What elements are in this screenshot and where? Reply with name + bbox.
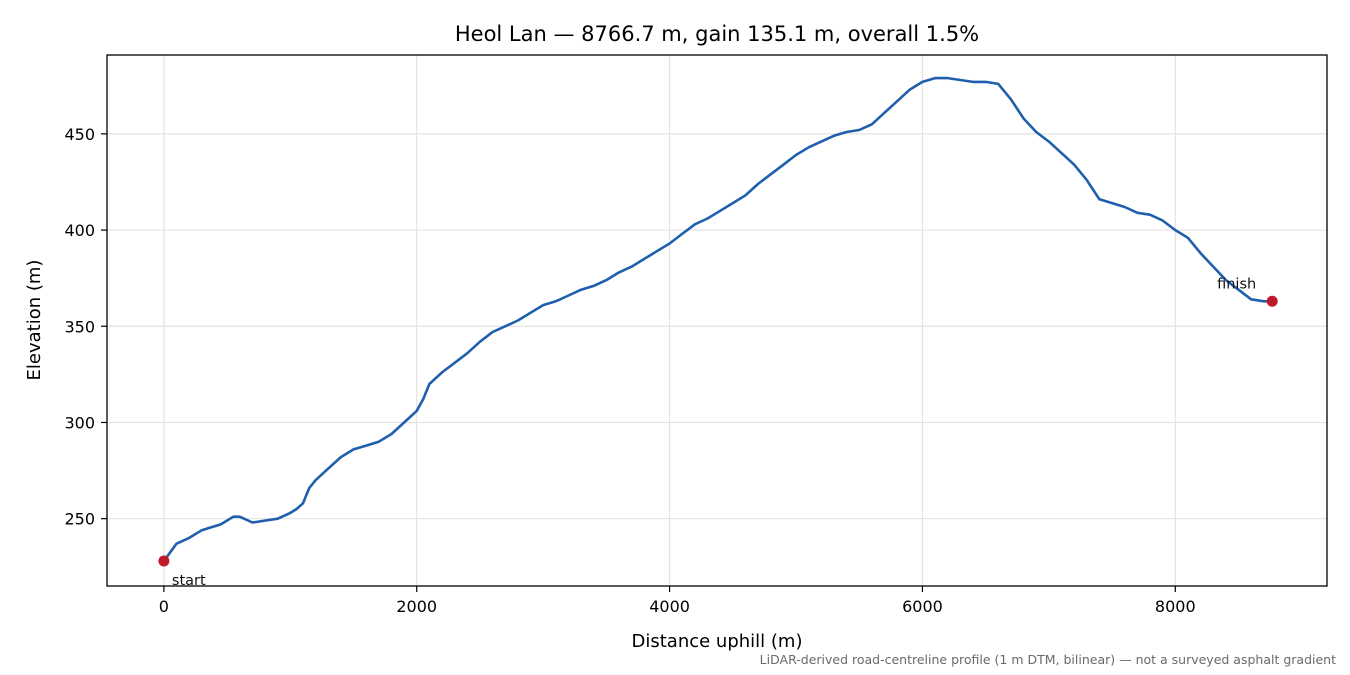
y-tick-label: 300	[64, 413, 95, 432]
start-annotation: start	[172, 573, 206, 589]
x-axis-label: Distance uphill (m)	[632, 631, 803, 652]
grid-lines	[107, 55, 1327, 586]
x-tick-label: 0	[159, 597, 169, 616]
y-tick-label: 350	[64, 317, 95, 336]
elevation-profile-line	[162, 76, 1274, 563]
y-axis-label: Elevation (m)	[24, 260, 45, 381]
x-tick-label: 2000	[396, 597, 437, 616]
chart-title: Heol Lan — 8766.7 m, gain 135.1 m, overa…	[455, 22, 979, 46]
y-axis-ticks: 250 300 350 400 450	[64, 125, 107, 529]
start-marker	[158, 555, 170, 567]
x-tick-label: 6000	[902, 597, 943, 616]
footnote: LiDAR-derived road-centreline profile (1…	[760, 652, 1336, 667]
plot-frame	[106, 54, 1328, 587]
y-tick-label: 450	[64, 125, 95, 144]
finish-marker	[1266, 295, 1278, 307]
y-tick-label: 400	[64, 221, 95, 240]
x-tick-label: 4000	[649, 597, 690, 616]
finish-annotation: finish	[1217, 276, 1256, 292]
x-tick-label: 8000	[1155, 597, 1196, 616]
y-tick-label: 250	[64, 510, 95, 529]
x-axis-ticks: 0 2000 4000 6000 8000	[159, 586, 1196, 616]
